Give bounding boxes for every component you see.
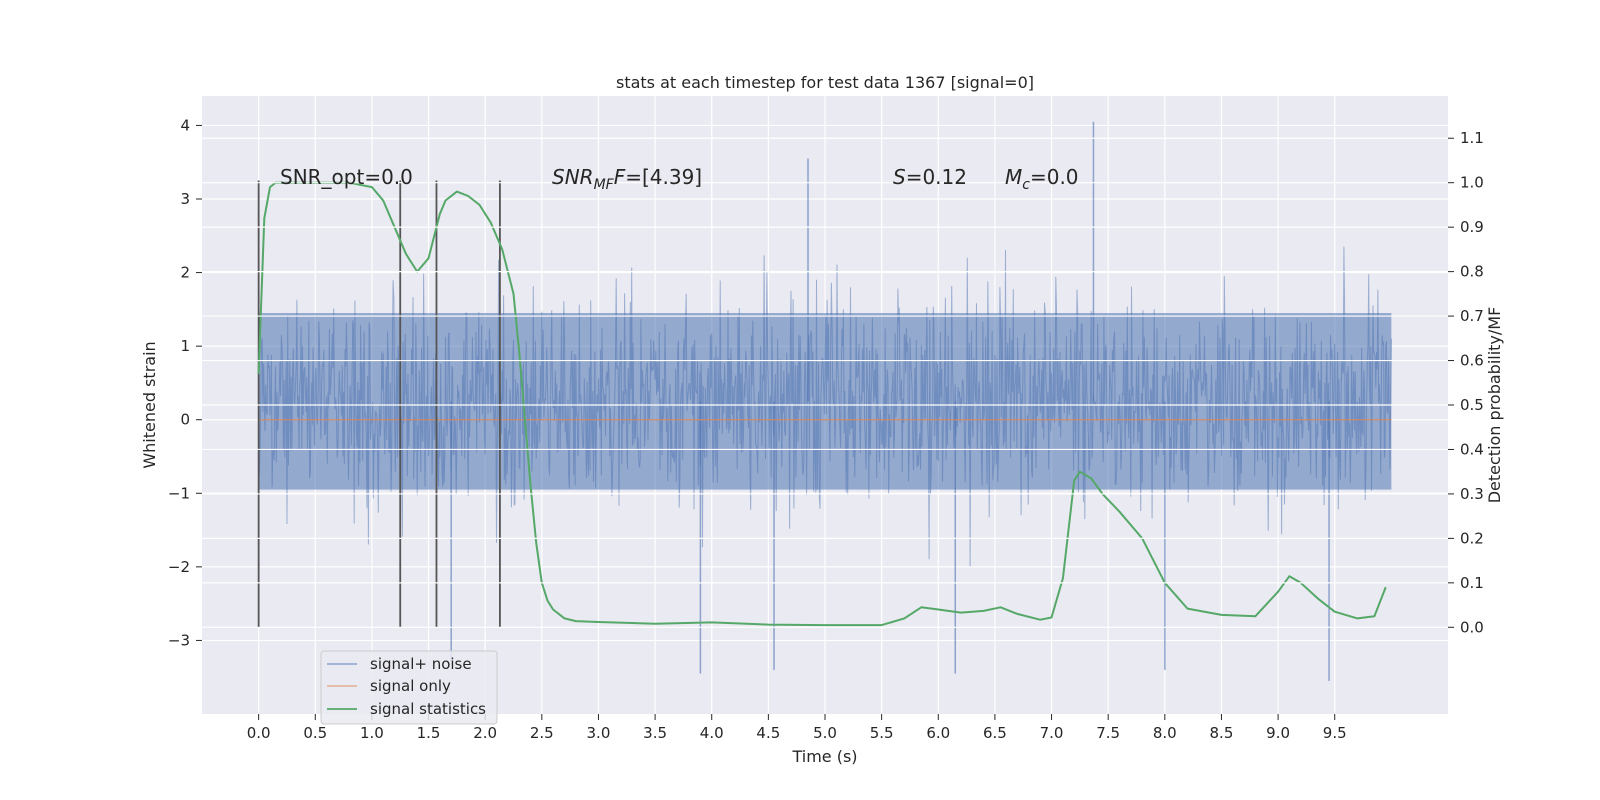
y-tick-label: −1: [168, 484, 190, 502]
annotation-mc-sub: c: [1022, 177, 1030, 193]
y2-tick-label: 0.0: [1460, 618, 1484, 636]
legend: signal+ noise signal only signal statist…: [320, 650, 498, 725]
y2-tick-label: 0.2: [1460, 529, 1484, 547]
grid-horizontal-right: [202, 137, 1448, 628]
y-tick-label: 3: [180, 190, 190, 208]
x-tick-label: 1.5: [417, 724, 441, 742]
x-tick-label: 7.0: [1040, 724, 1064, 742]
x-tick-label: 6.5: [983, 724, 1007, 742]
annotation-mc: Mc=0.0: [1005, 165, 1079, 193]
y2-tick-label: 0.3: [1460, 485, 1484, 503]
x-tick-label: 2.5: [530, 724, 554, 742]
y2-tick-label: 0.9: [1460, 218, 1484, 236]
annotation-s-var: S: [893, 165, 906, 189]
legend-label-signal-only: signal only: [370, 677, 451, 695]
series-signal-noise: [258, 121, 1392, 681]
x-tick-label: 0.0: [247, 724, 271, 742]
y-tick-label: 1: [180, 337, 190, 355]
legend-box: [320, 650, 498, 725]
y2-tick-label: 1.1: [1460, 129, 1484, 147]
y-tick-label: −2: [168, 558, 190, 576]
x-tick-label: 9.5: [1323, 724, 1347, 742]
x-tick-label: 7.5: [1096, 724, 1120, 742]
x-tick-label: 4.0: [700, 724, 724, 742]
annotation-snr-mf-sub: MF: [594, 177, 615, 193]
annotation-s: S=0.12: [893, 165, 967, 189]
series-signal-statistics: [257, 181, 1387, 627]
x-tick-label: 4.5: [756, 724, 780, 742]
annotation-mc-var: M: [1005, 165, 1022, 189]
y2-tick-label: 0.6: [1460, 352, 1484, 370]
x-axis-ticks: 0.0 0.5 1.0 1.5 2.0 2.5 3.0 3.5 4.0 4.5 5.0 5.5 6.0 6…: [247, 714, 1347, 742]
y2-axis-ticks: 0.0 0.1 0.2 0.3 0.4 0.5 0.6 0.7 0.8 0.9 1.0 1.1: [1448, 129, 1484, 636]
x-tick-label: 9.0: [1266, 724, 1290, 742]
annotation-snr-mf-f: F: [614, 165, 626, 189]
y2-axis-label: Detection probability/MF: [1485, 307, 1504, 504]
y2-tick-label: 0.1: [1460, 574, 1484, 592]
annotation-snr-mf-val: =[4.39]: [625, 165, 702, 189]
y2-tick-label: 0.5: [1460, 396, 1484, 414]
x-tick-label: 5.0: [813, 724, 837, 742]
x-tick-label: 6.0: [926, 724, 950, 742]
y2-tick-label: 1.0: [1460, 174, 1484, 192]
x-tick-label: 8.5: [1210, 724, 1234, 742]
y-axis-ticks: −3 −2 −1 0 1 2 3 4: [168, 116, 202, 649]
annotation-snr-mf: SNRMFF=[4.39]: [552, 165, 702, 193]
y2-tick-label: 0.8: [1460, 263, 1484, 281]
annotation-s-val: =0.12: [906, 165, 967, 189]
legend-label-signal-noise: signal+ noise: [370, 655, 472, 673]
x-tick-label: 0.5: [303, 724, 327, 742]
annotation-mc-val: =0.0: [1030, 165, 1079, 189]
x-tick-label: 8.0: [1153, 724, 1177, 742]
x-tick-label: 1.0: [360, 724, 384, 742]
legend-label-signal-statistics: signal statistics: [370, 700, 486, 718]
x-tick-label: 3.5: [643, 724, 667, 742]
chart-title: stats at each timestep for test data 136…: [616, 73, 1034, 92]
y-tick-label: 4: [180, 116, 190, 134]
x-tick-label: 2.0: [473, 724, 497, 742]
y2-tick-label: 0.7: [1460, 307, 1484, 325]
x-tick-label: 3.0: [587, 724, 611, 742]
vertical-markers: [257, 180, 501, 628]
x-axis-label: Time (s): [791, 747, 857, 766]
y-tick-label: 0: [180, 411, 190, 429]
y-tick-label: 2: [180, 264, 190, 282]
annotation-snr-opt: SNR_opt=0.0: [280, 165, 413, 189]
y2-tick-label: 0.4: [1460, 440, 1484, 458]
y-axis-label: Whitened strain: [140, 341, 159, 468]
x-tick-label: 5.5: [870, 724, 894, 742]
signal-statistics-line: [257, 181, 1387, 627]
y-tick-label: −3: [168, 631, 190, 649]
annotation-snr-mf-var: SNR: [552, 165, 594, 189]
